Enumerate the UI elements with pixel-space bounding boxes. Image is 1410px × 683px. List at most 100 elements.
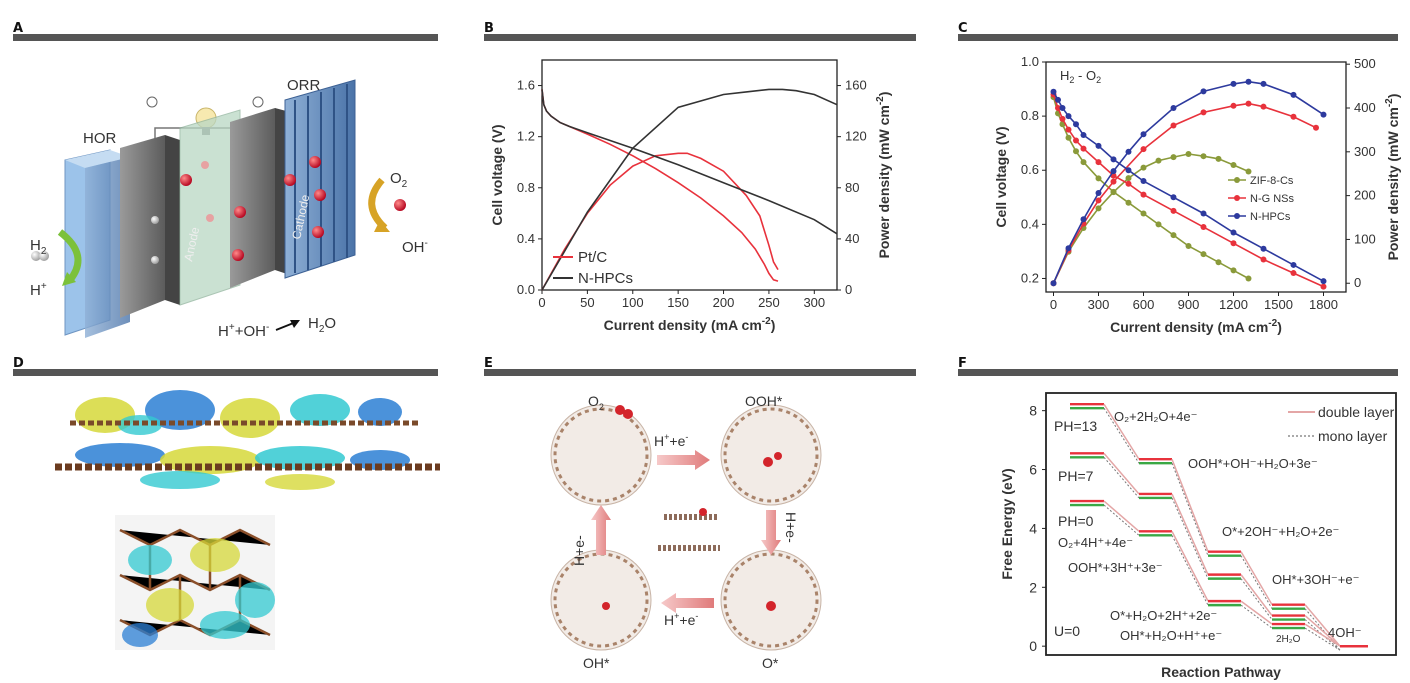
- label-u0: U=0: [1054, 623, 1080, 639]
- y-tick-label: 0.4: [1021, 216, 1039, 231]
- y2-tick-label: 100: [1354, 231, 1376, 246]
- label-ooh-acid: OOH*+3H⁺+3e⁻: [1068, 560, 1163, 575]
- label-ph0: PH=0: [1058, 513, 1094, 529]
- y-axis-label: Free Energy (eV): [999, 468, 1015, 579]
- data-point-N-G NSs: [1230, 102, 1237, 109]
- data-point-N-HPCs: [1080, 216, 1087, 223]
- reaction-equation: H++OH-: [218, 322, 269, 340]
- x-axis-label-end: ): [1277, 319, 1282, 335]
- anode-plate: [120, 135, 165, 318]
- y2-tick-label: 120: [845, 129, 867, 144]
- x-tick-label: 250: [758, 295, 780, 310]
- data-point-N-HPCs: [1170, 105, 1177, 111]
- y-tick-label: 2: [1029, 579, 1037, 595]
- hor-label: HOR: [83, 130, 117, 147]
- x-axis-label-sup: -2: [762, 316, 771, 327]
- arrow-o-to-oh: [661, 593, 714, 613]
- panel-label-c: C: [958, 21, 968, 36]
- data-point-ZIF-8-Cs: [1185, 243, 1192, 249]
- legend-marker-2: [1234, 213, 1240, 219]
- h2o-label: H2O: [308, 315, 336, 335]
- data-point-ZIF-8-Cs: [1215, 259, 1222, 266]
- panel-label-f: F: [958, 356, 967, 371]
- data-point-N-HPCs: [1170, 194, 1177, 201]
- hydrogen-molecules: [31, 216, 159, 264]
- data-point-N-G NSs: [1200, 224, 1207, 231]
- panel-label-e: E: [484, 356, 493, 371]
- legend-marker-1: [1234, 195, 1240, 201]
- panel-divider-e: [484, 369, 916, 376]
- data-point-N-G NSs: [1140, 191, 1147, 198]
- data-point-ZIF-8-Cs: [1170, 154, 1177, 161]
- x-tick-label: 50: [580, 295, 594, 310]
- h2-arrow-head: [62, 272, 76, 286]
- label-ph13: PH=13: [1054, 418, 1097, 434]
- label-oh-acid: OH*+H₂O+H⁺+e⁻: [1120, 628, 1222, 643]
- data-point-N-HPCs: [1260, 80, 1267, 87]
- data-point-N-G NSs: [1200, 109, 1207, 116]
- data-point-ZIF-8-Cs: [1200, 251, 1207, 258]
- arrow-o2-to-ooh: [657, 450, 710, 470]
- pathway-connector-mono: [1240, 604, 1273, 629]
- data-point-N-HPCs: [1110, 156, 1117, 163]
- x-tick-label: 0: [1050, 297, 1057, 312]
- panel-label-b: B: [484, 21, 494, 36]
- panel-divider-b: [484, 34, 916, 41]
- pathway-connector-mono: [1103, 504, 1140, 536]
- y-axis-label: Cell voltage (V): [489, 124, 505, 225]
- orr-label: ORR: [287, 77, 321, 94]
- data-point-ZIF-8-Cs: [1140, 164, 1147, 171]
- label-o-alkaline: O*+2OH⁻+H₂O+2e⁻: [1222, 524, 1339, 539]
- x-axis-label: Reaction Pathway: [1161, 664, 1281, 680]
- orr-mechanism-cycle: O2 OOH* OH* O* H++e- H++e- H+e- H+e-: [550, 393, 822, 671]
- data-point-N-HPCs: [1200, 210, 1207, 217]
- y2-axis-label: Power density (mW cm-2): [875, 92, 892, 259]
- membrane: [179, 109, 241, 306]
- legend-label-0: Pt/C: [578, 249, 607, 266]
- data-point-ZIF-8-Cs: [1080, 159, 1087, 166]
- legend-label-mono: mono layer: [1318, 428, 1388, 444]
- data-point-ZIF-8-Cs: [1095, 205, 1102, 212]
- electron-icon: [252, 96, 264, 108]
- data-point-ZIF-8-Cs: [1073, 148, 1079, 155]
- h2-flow-arrow: [57, 229, 82, 283]
- x-axis-label-sup: -2: [1268, 318, 1277, 329]
- legend-label-2: N-HPCs: [1250, 211, 1291, 223]
- y-tick-label: 0: [1029, 638, 1037, 654]
- data-point-ZIF-8-Cs: [1065, 134, 1072, 141]
- pathway-connector-double: [1171, 458, 1209, 552]
- data-point-ZIF-8-Cs: [1095, 175, 1102, 182]
- legend-label-0: ZIF-8-Cs: [1250, 175, 1294, 187]
- panel-divider-d: [13, 369, 438, 376]
- data-point-N-HPCs: [1200, 88, 1207, 95]
- data-point-N-HPCs: [1140, 131, 1147, 138]
- data-point-N-HPCs: [1095, 142, 1102, 149]
- data-point-N-G NSs: [1073, 137, 1079, 144]
- y-tick-label: 0.0: [517, 282, 535, 297]
- structure-ooh: [720, 404, 822, 506]
- x-tick-label: 150: [667, 295, 689, 310]
- label-o2-acid: O₂+4H⁺+4e⁻: [1058, 535, 1133, 550]
- data-point-ZIF-8-Cs: [1245, 168, 1252, 175]
- panel-label-d: D: [13, 356, 24, 371]
- middle-graphene-layer: [55, 443, 440, 490]
- data-point-N-G NSs: [1170, 122, 1177, 129]
- pathway-connector-double: [1103, 403, 1140, 460]
- pathway-connector-double: [1171, 531, 1209, 602]
- data-point-N-HPCs: [1125, 167, 1132, 174]
- data-point-N-HPCs: [1095, 189, 1102, 196]
- label-4oh: 4OH⁻: [1328, 625, 1362, 640]
- x-axis-label: Current density (mA cm-2): [1110, 318, 1282, 335]
- data-point-N-G NSs: [1065, 126, 1072, 133]
- data-point-N-HPCs: [1125, 148, 1132, 155]
- data-point-N-HPCs: [1073, 121, 1079, 128]
- panel-divider-c: [958, 34, 1398, 41]
- data-point-N-G NSs: [1125, 180, 1132, 187]
- data-point-N-G NSs: [1313, 124, 1319, 131]
- legend-label-1: N-HPCs: [578, 270, 633, 287]
- data-point-N-G NSs: [1110, 178, 1117, 185]
- label-o2-alkaline: O₂+2H₂O+4e⁻: [1114, 409, 1197, 424]
- y-tick-label: 4: [1029, 520, 1037, 536]
- x-tick-label: 600: [1133, 297, 1155, 312]
- data-point-N-G NSs: [1245, 100, 1252, 107]
